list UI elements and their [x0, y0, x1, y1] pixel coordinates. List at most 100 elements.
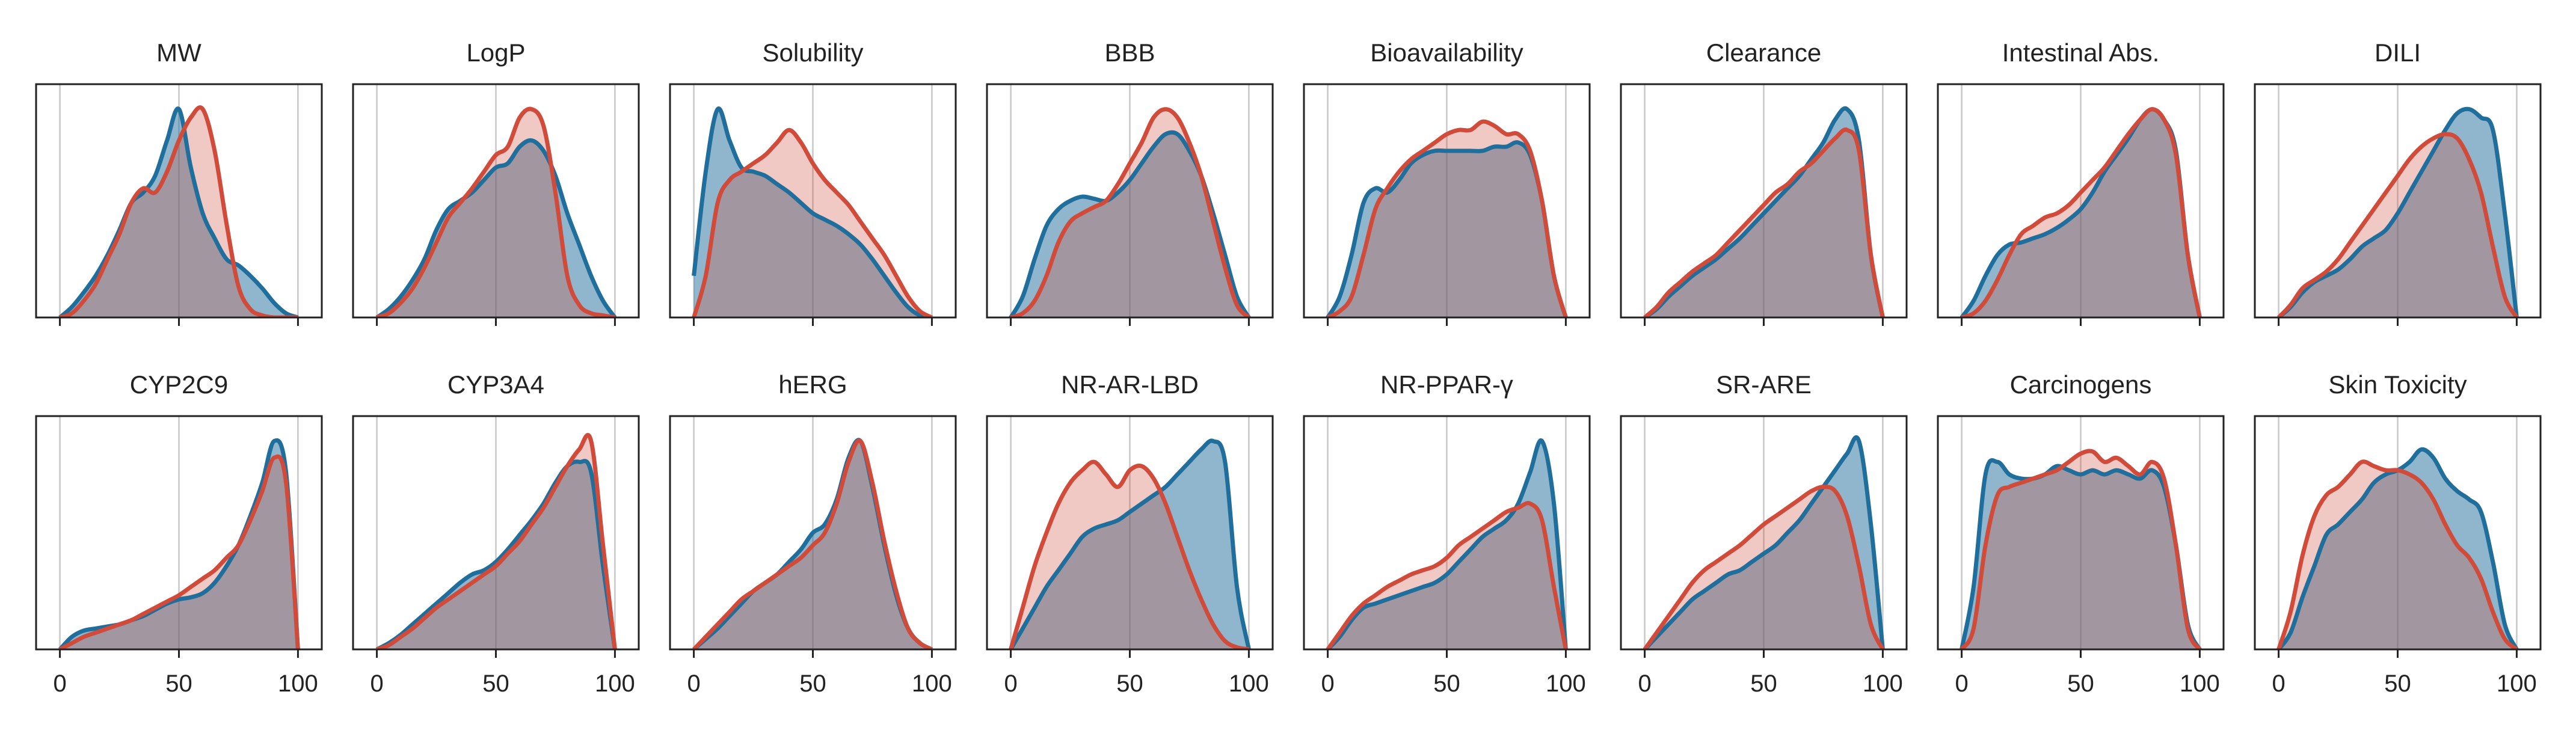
panel-nr-ar-lbd: NR-AR-LBD 0 50 100	[986, 370, 1274, 697]
panel-title: NR-AR-LBD	[1061, 370, 1199, 399]
panel-title: Clearance	[1706, 38, 1821, 67]
x-tick-label: 100	[278, 670, 318, 697]
panel-title: CYP2C9	[130, 370, 228, 399]
panel-carcinogens: Carcinogens 0 50 100	[1937, 370, 2225, 697]
panel-title: Skin Toxicity	[2328, 370, 2467, 399]
x-tick-label: 50	[1750, 670, 1777, 697]
density-line-series-a	[1326, 438, 1568, 649]
panel-title: CYP3A4	[447, 370, 544, 399]
density-line-series-b	[2277, 132, 2519, 317]
panel-title: BBB	[1104, 38, 1155, 67]
density-line-series-b	[1326, 501, 1568, 649]
density-line-series-b	[376, 433, 617, 649]
x-tick-label: 50	[2384, 670, 2411, 697]
x-tick-label: 0	[1638, 670, 1651, 697]
density-line-series-b	[1960, 449, 2202, 649]
density-area-series-a	[1327, 142, 1566, 317]
density-area-series-b	[2278, 461, 2517, 649]
x-tick-label: 50	[1116, 670, 1143, 697]
density-area-series-a	[60, 108, 298, 317]
density-area-series-a	[1644, 108, 1883, 317]
panel-dili: DILI	[2254, 38, 2542, 326]
density-line-series-a	[692, 106, 933, 317]
density-line-series-b	[692, 127, 933, 317]
x-tick-label: 0	[687, 670, 700, 697]
panel-title: SR-ARE	[1716, 370, 1812, 399]
density-line-series-b	[1010, 107, 1250, 317]
x-tick-label: 100	[1863, 670, 1903, 697]
x-tick-label: 50	[165, 670, 192, 697]
panel-title: Carcinogens	[2010, 370, 2152, 399]
density-area-series-b	[60, 107, 298, 317]
panel-title: hERG	[778, 370, 847, 399]
panel-title: Bioavailability	[1370, 38, 1523, 67]
density-line-series-a	[375, 459, 617, 649]
density-area-series-a	[60, 440, 298, 649]
density-line-series-b	[59, 105, 298, 317]
density-area-series-b	[377, 109, 615, 317]
x-tick-label: 50	[799, 670, 826, 697]
x-tick-label: 100	[1546, 670, 1586, 697]
density-area-series-a	[2278, 449, 2517, 649]
density-area-series-a	[377, 461, 615, 649]
density-line-series-b	[2276, 459, 2518, 649]
density-area-series-a	[1010, 132, 1249, 317]
panel-cyp3a4: CYP3A4 0 50 100	[352, 370, 640, 697]
panel-title: NR-PPAR-γ	[1380, 370, 1513, 399]
density-area-series-b	[1010, 462, 1249, 649]
density-line-series-a	[375, 138, 617, 317]
x-tick-label: 100	[1229, 670, 1269, 697]
panel-bioavailability: Bioavailability	[1303, 38, 1591, 326]
x-tick-label: 100	[595, 670, 635, 697]
density-line-series-b	[1643, 127, 1885, 317]
density-line-series-a	[1009, 438, 1251, 649]
panel-solubility: Solubility	[669, 38, 957, 326]
x-tick-label: 100	[2180, 670, 2220, 697]
density-area-series-b	[1961, 109, 2200, 317]
density-line-series-a	[1643, 435, 1885, 649]
x-tick-label: 0	[2272, 670, 2285, 697]
density-line-series-b	[376, 106, 616, 317]
density-area-series-a	[1961, 460, 2200, 649]
x-tick-label: 50	[2067, 670, 2094, 697]
density-area-series-a	[693, 108, 932, 317]
panel-title: Intestinal Abs.	[2002, 38, 2160, 67]
panel-sr-are: SR-ARE 0 50 100	[1620, 370, 1908, 697]
x-tick-label: 0	[1004, 670, 1017, 697]
density-line-series-b	[58, 454, 300, 649]
x-tick-label: 0	[1321, 670, 1334, 697]
panel-cyp2c9: CYP2C9 0 50 100	[35, 370, 323, 697]
density-line-series-a	[2277, 106, 2519, 317]
x-tick-label: 0	[53, 670, 66, 697]
panel-title: LogP	[466, 38, 525, 67]
panel-title: MW	[156, 38, 201, 67]
density-line-series-b	[1326, 119, 1568, 317]
density-area-series-b	[1010, 109, 1249, 317]
x-tick-label: 50	[1433, 670, 1460, 697]
panel-title: Solubility	[762, 38, 863, 67]
panel-intestinal-abs-: Intestinal Abs.	[1937, 38, 2225, 326]
density-line-series-a	[58, 438, 300, 649]
density-area-series-a	[1010, 440, 1249, 649]
panel-mw: MW	[35, 38, 323, 326]
panel-logp: LogP	[352, 38, 640, 326]
density-line-series-b	[1009, 459, 1250, 649]
x-tick-label: 0	[370, 670, 383, 697]
panel-title: DILI	[2375, 38, 2421, 67]
density-area-series-b	[693, 130, 932, 317]
panel-bbb: BBB	[986, 38, 1274, 326]
x-tick-label: 0	[1955, 670, 1968, 697]
panel-clearance: Clearance	[1620, 38, 1908, 326]
x-tick-label: 50	[482, 670, 509, 697]
density-area-series-a	[2278, 109, 2517, 317]
x-tick-label: 100	[2497, 670, 2537, 697]
density-area-series-b	[1644, 486, 1883, 649]
density-area-series-a	[1327, 440, 1566, 649]
density-line-series-a	[1643, 106, 1885, 317]
density-area-series-b	[1961, 451, 2200, 649]
density-area-series-b	[1327, 121, 1566, 317]
panel-herg: hERG 0 50 100	[669, 370, 957, 697]
density-area-series-b	[60, 456, 298, 649]
density-line-series-a	[58, 106, 299, 317]
